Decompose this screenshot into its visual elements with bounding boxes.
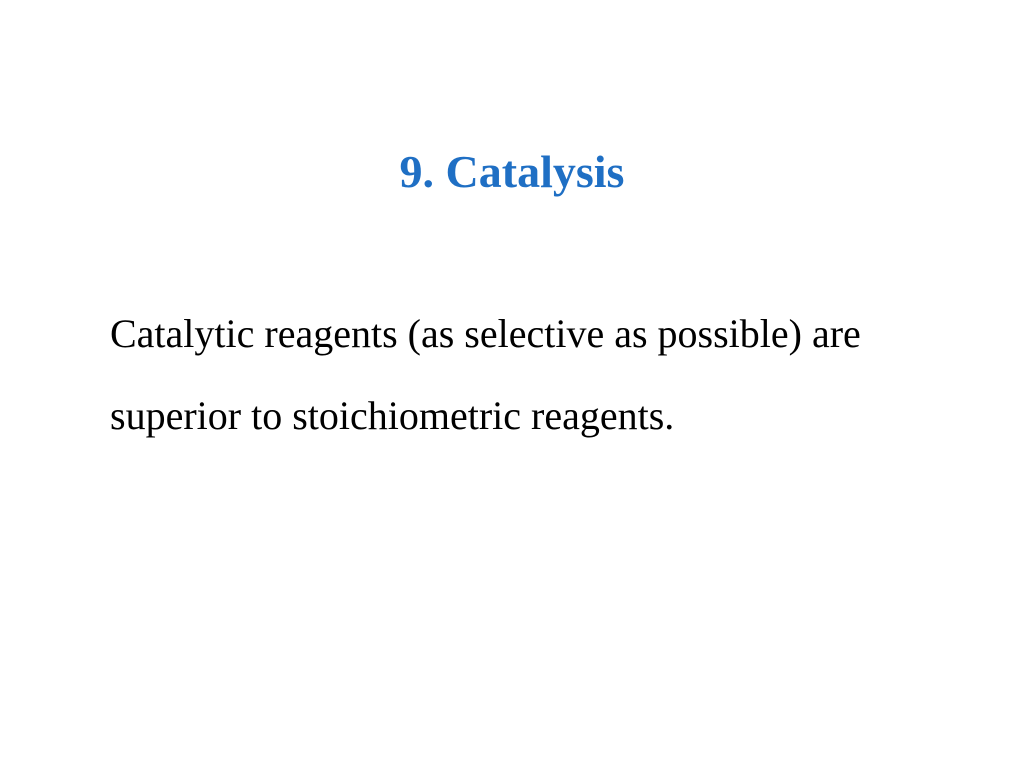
slide-title: 9. Catalysis [110, 145, 914, 198]
slide-body-text: Catalytic reagents (as selective as poss… [110, 293, 914, 457]
slide-container: 9. Catalysis Catalytic reagents (as sele… [0, 0, 1024, 768]
